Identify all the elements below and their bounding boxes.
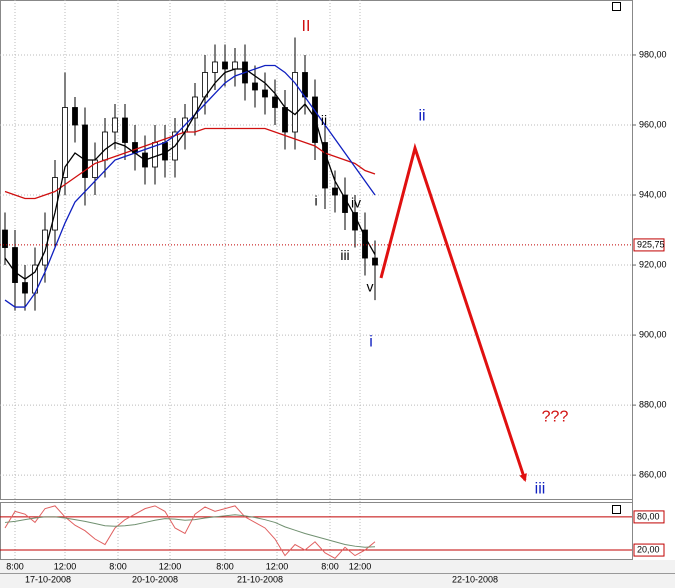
candle-body — [112, 117, 118, 133]
wave-label: iv — [351, 194, 361, 210]
y-tick-label: 980,00 — [639, 49, 667, 59]
candle-body — [272, 96, 278, 108]
y-tick-label: 80,00 — [637, 511, 660, 521]
x-tick-label: 8:00 — [216, 561, 234, 571]
candle-body — [212, 61, 218, 73]
level-label-box — [633, 543, 665, 557]
y-tick-label: 960,00 — [639, 119, 667, 129]
y-tick-label: 900,00 — [639, 329, 667, 339]
candle-body — [262, 89, 268, 98]
y-tick-label: 920,00 — [639, 259, 667, 269]
wave-label: ii — [321, 112, 327, 128]
x-tick-label: 8:00 — [6, 561, 24, 571]
date-tick-label: 22-10-2008 — [452, 574, 498, 584]
wave-label: ii — [418, 107, 425, 124]
candle-body — [42, 229, 48, 266]
candle-body — [252, 82, 258, 91]
date-tick-label: 17-10-2008 — [25, 574, 71, 584]
panel-maximize-button[interactable] — [612, 2, 621, 11]
last-price-label: 925,75 — [637, 239, 665, 249]
date-tick-label: 20-10-2008 — [132, 574, 178, 584]
moving-average-line — [4, 127, 376, 200]
date-tick-label: 21-10-2008 — [237, 574, 283, 584]
y-tick-label: 20,00 — [637, 544, 660, 554]
wave-label: i — [314, 193, 317, 209]
wave-label: iii — [535, 480, 546, 497]
y-tick-label: 880,00 — [639, 399, 667, 409]
last-price-box — [633, 238, 665, 252]
oscillator-line — [4, 514, 376, 548]
candle-body — [2, 229, 8, 248]
candle-body — [202, 72, 208, 98]
candle-body — [332, 187, 338, 196]
candle-body — [12, 247, 18, 283]
candle-body — [302, 72, 308, 98]
candle-body — [372, 257, 378, 266]
wave-label: iii — [340, 247, 349, 263]
x-tick-label: 12:00 — [159, 561, 182, 571]
candle-body — [62, 107, 68, 178]
projection-arrow — [379, 142, 527, 482]
candle-body — [122, 117, 128, 143]
x-tick-label: 12:00 — [54, 561, 77, 571]
candle-body — [292, 72, 298, 133]
moving-average-line — [4, 64, 376, 308]
candle-body — [222, 61, 228, 70]
candle-body — [72, 107, 78, 126]
panel-maximize-button[interactable] — [612, 505, 621, 514]
candle-body — [322, 142, 328, 189]
wave-label: ??? — [542, 409, 569, 426]
candle-body — [102, 131, 108, 161]
x-tick-label: 12:00 — [266, 561, 289, 571]
wave-label: i — [369, 333, 373, 350]
wave-label: II — [302, 18, 311, 35]
y-tick-label: 940,00 — [639, 189, 667, 199]
moving-average-line — [4, 68, 376, 280]
level-label-box — [633, 510, 665, 524]
candle-body — [22, 282, 28, 294]
wave-label: v — [367, 279, 374, 295]
candle-body — [232, 61, 238, 70]
candle-body — [362, 229, 368, 259]
candle-body — [82, 124, 88, 178]
x-tick-label: 12:00 — [349, 561, 372, 571]
x-tick-label: 8:00 — [321, 561, 339, 571]
candle-body — [192, 96, 198, 119]
x-tick-label: 8:00 — [109, 561, 127, 571]
candle-body — [282, 107, 288, 133]
y-tick-label: 860,00 — [639, 470, 667, 480]
